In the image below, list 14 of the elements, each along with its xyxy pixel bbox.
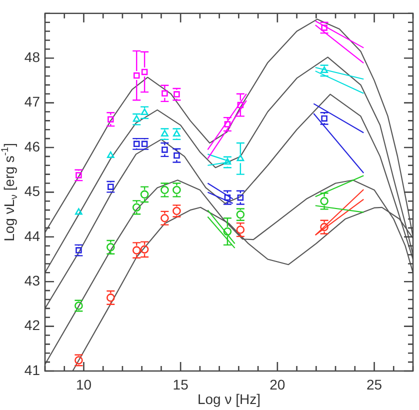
y-tick-label: 41 [24,362,40,378]
y-axis-title: Log νLν [erg s-1] [0,142,20,242]
y-tick-label: 42 [24,317,40,334]
y-tick-label: 47 [24,94,40,110]
y-tick-label: 46 [24,138,40,154]
y-tick-label: 43 [24,272,40,288]
x-tick-label: 15 [172,376,189,392]
y-tick-label: 44 [24,228,40,244]
x-tick-label: 10 [76,376,92,392]
x-tick-label: 25 [366,376,382,392]
y-tick-label: 48 [24,48,40,65]
x-axis-title: Log ν [Hz] [197,390,261,407]
y-tick-label: 45 [24,183,40,200]
x-tick-label: 20 [270,376,286,392]
